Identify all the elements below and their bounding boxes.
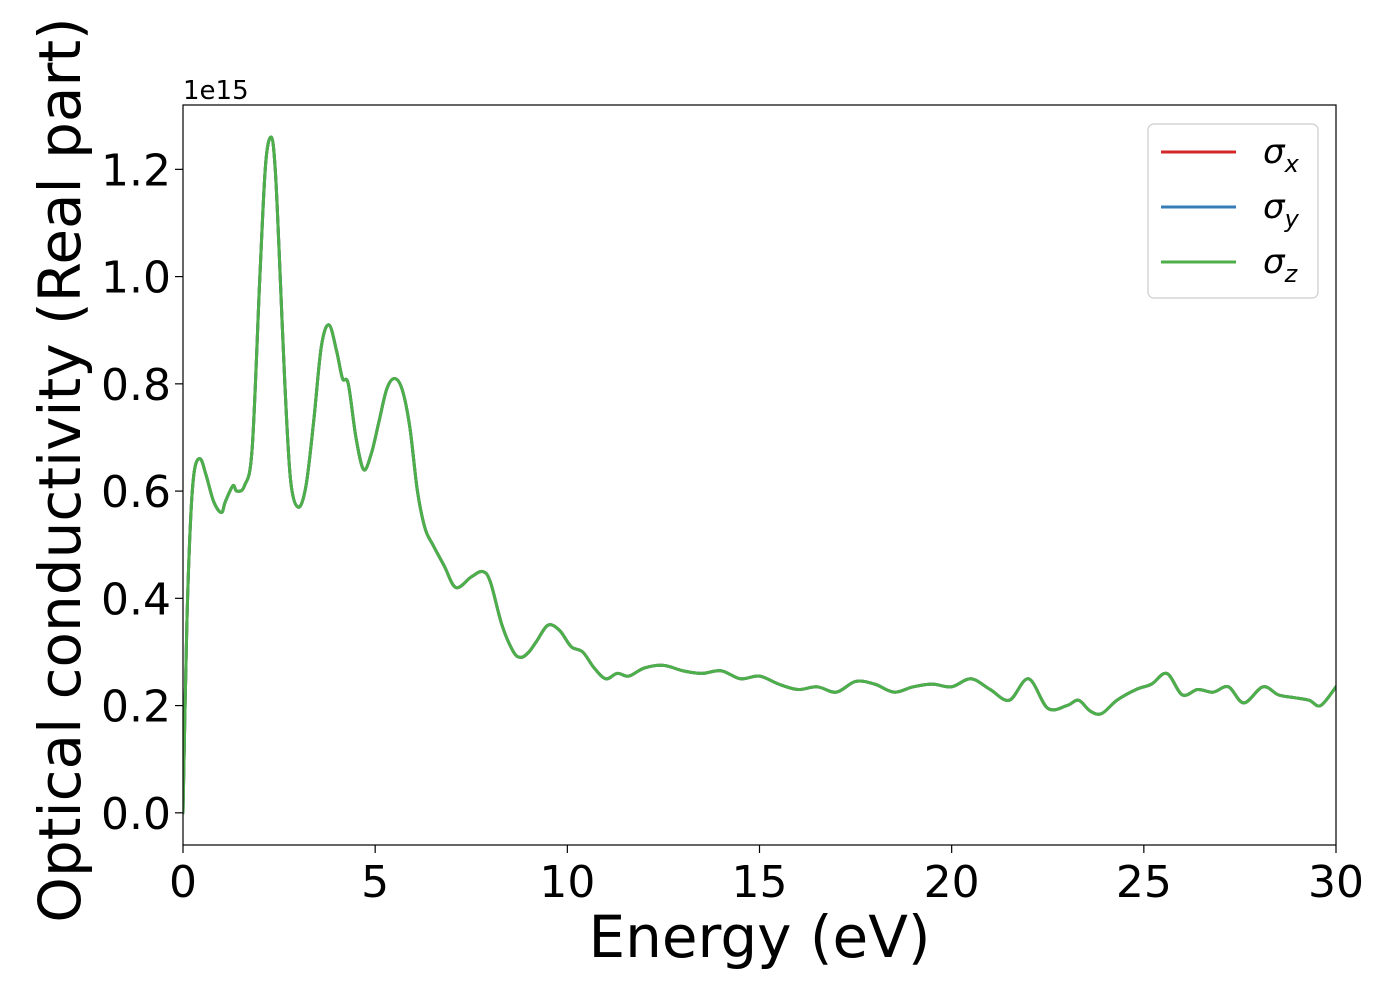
legend: σx σy σz bbox=[1147, 123, 1319, 299]
y-tick-label: 0.6 bbox=[101, 467, 171, 518]
y-axis-label: Optical conductivity (Real part) bbox=[26, 17, 94, 922]
x-tick-label: 15 bbox=[732, 857, 788, 908]
y-tick-label: 1.2 bbox=[101, 145, 171, 196]
legend-label-2: σy bbox=[1263, 187, 1300, 233]
y-offset-label: 1e15 bbox=[183, 76, 249, 106]
x-tick-label: 0 bbox=[169, 857, 197, 908]
y-tick-label: 0.8 bbox=[101, 360, 171, 411]
x-axis: 0 5 10 15 20 25 30 bbox=[169, 845, 1364, 908]
y-tick-label: 0.0 bbox=[101, 789, 171, 840]
series-layer bbox=[183, 135, 1336, 815]
x-tick-label: 20 bbox=[924, 857, 980, 908]
x-tick-label: 25 bbox=[1116, 857, 1172, 908]
plot-area bbox=[183, 105, 1336, 845]
y-axis: 0.0 0.2 0.4 0.6 0.8 1.0 1.2 bbox=[101, 145, 183, 840]
y-tick-label: 0.4 bbox=[101, 574, 171, 625]
legend-label-1: σx bbox=[1263, 132, 1300, 178]
x-tick-label: 5 bbox=[361, 857, 389, 908]
series-line-3 bbox=[183, 135, 1336, 815]
x-tick-label: 30 bbox=[1308, 857, 1364, 908]
y-tick-label: 0.2 bbox=[101, 682, 171, 733]
x-tick-label: 10 bbox=[539, 857, 595, 908]
legend-box bbox=[1147, 123, 1319, 299]
x-axis-label: Energy (eV) bbox=[588, 903, 930, 971]
legend-label-3: σz bbox=[1263, 242, 1299, 288]
y-tick-label: 1.0 bbox=[101, 253, 171, 304]
